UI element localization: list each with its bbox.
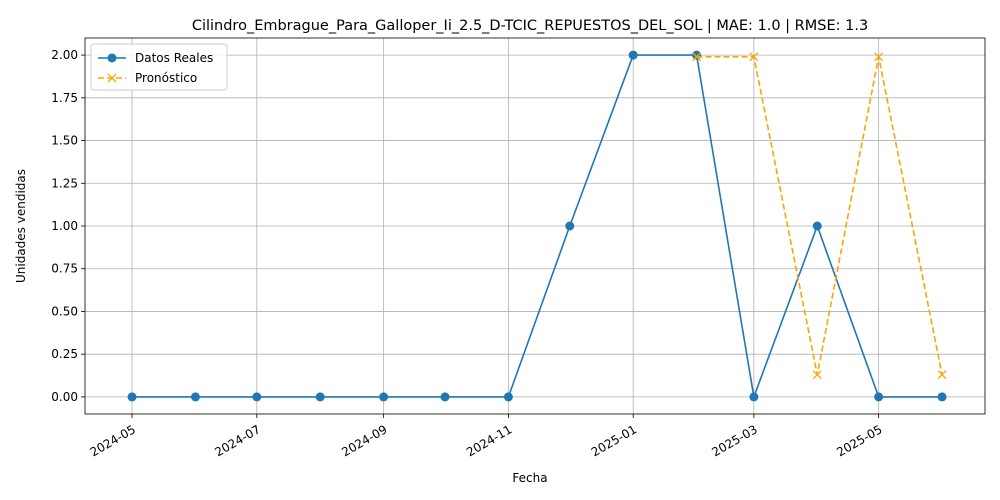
x-tick-label: 2024-09 <box>339 422 389 459</box>
y-axis-title: Unidades vendidas <box>14 169 28 283</box>
data-point-forecast <box>692 52 702 62</box>
data-point-actual <box>749 392 759 402</box>
data-point-actual <box>503 392 513 402</box>
y-tick-label: 2.00 <box>51 48 78 62</box>
y-tick-label: 1.00 <box>51 219 78 233</box>
x-tick-label: 2025-03 <box>709 422 759 459</box>
legend-label: Pronóstico <box>135 71 197 85</box>
data-point-actual <box>127 392 137 402</box>
data-point-actual <box>379 392 389 402</box>
data-point-actual <box>628 50 638 60</box>
data-point-actual <box>692 50 702 60</box>
chart-title: Cilindro_Embrague_Para_Galloper_Ii_2.5_D… <box>192 18 868 34</box>
series-layer <box>127 50 947 402</box>
y-tick-label: 0.75 <box>51 262 78 276</box>
data-point-actual <box>440 392 450 402</box>
data-point-actual <box>190 392 200 402</box>
x-tick-label: 2024-07 <box>212 422 262 459</box>
data-point-actual <box>315 392 325 402</box>
y-tick-label: 0.00 <box>51 390 78 404</box>
data-point-forecast <box>749 52 759 62</box>
legend: Datos Reales Pronóstico <box>90 43 228 91</box>
axes: 0.00 0.25 0.50 0.75 1.00 1.25 1.50 1.75 2.00 2024… <box>51 48 884 459</box>
data-point-actual <box>937 392 947 402</box>
series-line-1 <box>696 55 943 375</box>
data-point-actual <box>252 392 262 402</box>
y-tick-label: 0.50 <box>51 304 78 318</box>
x-tick-label: 2024-05 <box>88 422 138 459</box>
legend-marker-x <box>107 73 117 83</box>
x-tick-label: 2025-05 <box>834 422 884 459</box>
data-point-actual <box>565 221 575 231</box>
y-tick-label: 0.25 <box>51 347 78 361</box>
data-point-forecast <box>812 370 822 380</box>
legend-label: Datos Reales <box>135 51 213 65</box>
legend-marker-circle <box>107 53 117 63</box>
data-point-forecast <box>874 52 884 62</box>
x-tick-label: 2024-11 <box>464 422 514 459</box>
y-tick-label: 1.25 <box>51 176 78 190</box>
x-tick-label: 2025-01 <box>589 422 639 459</box>
data-point-actual <box>874 392 884 402</box>
grid-lines <box>85 38 985 414</box>
y-tick-label: 1.75 <box>51 91 78 105</box>
y-tick-label: 1.50 <box>51 134 78 148</box>
data-point-actual <box>812 221 822 231</box>
x-axis-title: Fecha <box>512 471 547 485</box>
data-point-forecast <box>937 370 947 380</box>
series-line-0 <box>132 54 943 400</box>
